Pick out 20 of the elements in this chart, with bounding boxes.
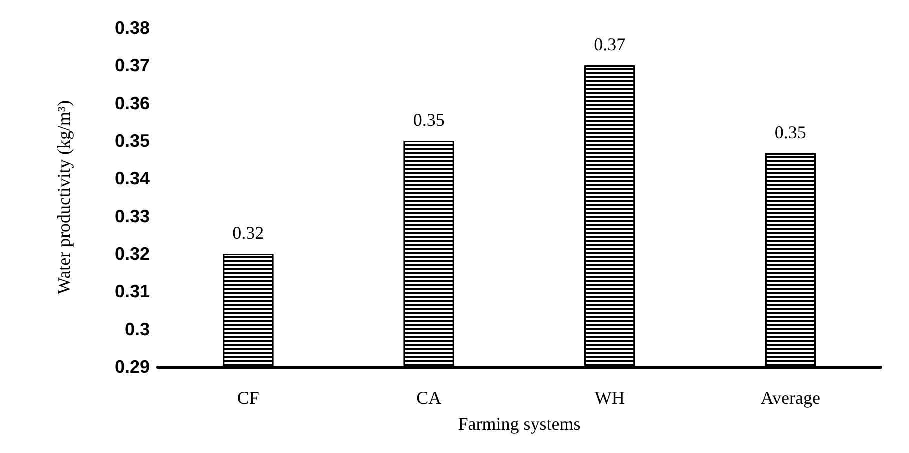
y-axis-title: Water productivity (kg/m³)	[54, 100, 74, 294]
data-label: 0.35	[774, 122, 806, 142]
data-label: 0.37	[594, 34, 626, 55]
data-label: 0.35	[413, 110, 445, 130]
x-tick-label: Average	[760, 388, 820, 408]
y-tick-label: 0.34	[114, 168, 150, 189]
y-tick-label: 0.35	[114, 131, 150, 151]
y-tick-label: 0.36	[114, 93, 150, 114]
y-tick-label: 0.3	[124, 319, 150, 340]
x-tick-label: CF	[237, 388, 260, 408]
y-tick-label: 0.33	[114, 206, 150, 226]
y-tick-label: 0.32	[114, 244, 150, 264]
data-label: 0.32	[232, 223, 264, 243]
y-tick-label: 0.31	[114, 282, 150, 302]
y-tick-label: 0.37	[114, 56, 150, 76]
y-tick-label: 0.38	[114, 18, 150, 38]
x-axis-title: Farming systems	[458, 414, 581, 434]
x-tick-label: CA	[416, 388, 442, 408]
y-tick-label: 0.29	[114, 357, 150, 377]
x-tick-label: WH	[594, 388, 625, 408]
